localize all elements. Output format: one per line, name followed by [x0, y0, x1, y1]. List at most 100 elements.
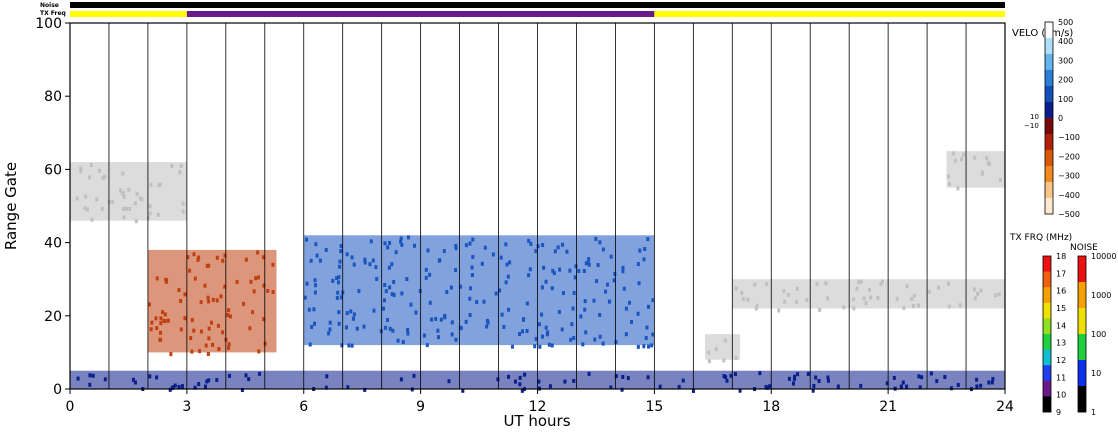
near-range-band-speckle	[814, 375, 818, 380]
noise-bar-label: Noise	[40, 2, 59, 9]
near-range-band-speckle	[768, 384, 772, 389]
ground-scatter-late-speckle	[980, 170, 984, 175]
txcbar-swatch	[1043, 287, 1051, 304]
noisebar-swatch	[1078, 360, 1086, 387]
receding-echoes-speckle	[155, 326, 159, 331]
approaching-echoes-speckle	[390, 262, 394, 267]
velbar-tick-label: −100	[1058, 133, 1080, 142]
approaching-echoes-speckle	[520, 329, 524, 334]
approaching-echoes-speckle	[405, 277, 409, 282]
receding-echoes-speckle	[162, 318, 166, 323]
near-range-band-speckle	[724, 375, 728, 380]
txcbar-tick-label: 12	[1056, 356, 1066, 365]
near-range-band-speckle	[513, 379, 517, 384]
approaching-echoes-speckle	[542, 265, 546, 270]
ground-scatter-early-speckle	[84, 194, 88, 199]
approaching-echoes-speckle	[500, 312, 504, 317]
approaching-echoes-speckle	[607, 299, 611, 304]
receding-echoes-speckle	[227, 308, 231, 313]
receding-echoes-speckle	[158, 337, 162, 342]
receding-echoes-speckle	[211, 297, 215, 302]
ground-scatter-late-speckle	[947, 182, 951, 187]
approaching-echoes-speckle	[624, 306, 628, 311]
approaching-echoes-speckle	[471, 255, 475, 260]
approaching-echoes-speckle	[553, 249, 557, 254]
approaching-echoes-speckle	[313, 290, 317, 295]
near-range-band-speckle	[811, 388, 815, 393]
approaching-echoes-speckle	[439, 317, 443, 322]
near-range-band-speckle	[614, 374, 618, 379]
approaching-echoes-speckle	[336, 290, 340, 295]
approaching-echoes-speckle	[458, 325, 462, 330]
ground-scatter-early-speckle	[83, 206, 87, 211]
txfreq-segment-0	[70, 11, 187, 17]
near-range-band-speckle	[609, 385, 613, 390]
ground-scatter-late-speckle	[962, 152, 966, 157]
receding-echoes-speckle	[190, 349, 194, 354]
approaching-echoes-speckle	[363, 260, 367, 265]
receding-echoes-speckle	[158, 330, 162, 335]
approaching-echoes-speckle	[345, 252, 349, 257]
approaching-echoes-speckle	[622, 286, 626, 291]
near-range-band-speckle	[626, 376, 630, 381]
approaching-echoes-speckle	[624, 332, 628, 337]
ground-scatter-early-speckle	[122, 207, 126, 212]
approaching-echoes-speckle	[336, 280, 340, 285]
ground-scatter-early-speckle	[181, 201, 185, 206]
approaching-echoes-speckle	[338, 259, 342, 264]
approaching-echoes-speckle	[502, 324, 506, 329]
noisebar-swatch	[1078, 334, 1086, 361]
noise-bar	[70, 2, 1005, 8]
ground-scatter-late-speckle	[956, 186, 960, 191]
receding-echoes-speckle	[161, 310, 165, 315]
near-range-band-speckle	[148, 374, 152, 379]
receding-echoes-speckle	[217, 347, 221, 352]
receding-echoes-speckle	[179, 327, 183, 332]
ground-scatter-early-speckle	[148, 204, 152, 209]
receding-echoes-speckle	[169, 352, 173, 357]
noisebar-frame	[1077, 255, 1087, 413]
approaching-echoes-speckle	[386, 318, 390, 323]
ground-scatter-early-speckle	[157, 183, 161, 188]
velbar-swatch	[1045, 118, 1053, 135]
y-axis-ticks: 0 20 40 60 80 100	[35, 16, 70, 398]
approaching-echoes-speckle	[375, 276, 379, 281]
ground-scatter-band-speckle	[795, 286, 799, 291]
receding-echoes-speckle	[186, 255, 190, 260]
approaching-echoes-speckle	[345, 310, 349, 315]
receding-echoes-speckle	[223, 284, 227, 289]
ground-scatter-band-speckle	[895, 296, 899, 301]
approaching-echoes-speckle	[399, 236, 403, 241]
approaching-echoes-speckle	[328, 320, 332, 325]
near-range-band-speckle	[507, 374, 511, 379]
txfreq-colorbar: 18 17 16 15 14 13 12 11 10 9	[1042, 252, 1066, 417]
ground-scatter-band-speckle	[734, 286, 738, 291]
approaching-echoes-speckle	[339, 249, 343, 254]
approaching-echoes-speckle	[383, 241, 387, 246]
near-range-band-speckle	[793, 374, 797, 379]
near-range-band-speckle	[88, 382, 92, 387]
near-range-band-speckle	[518, 382, 522, 387]
ground-scatter-band-speckle	[783, 299, 787, 304]
receding-echoes-speckle	[159, 321, 163, 326]
near-range-band-speckle	[563, 379, 567, 384]
approaching-echoes-speckle	[305, 281, 309, 286]
x-tick-label: 18	[762, 399, 780, 415]
near-range-band-speckle	[905, 384, 909, 389]
approaching-echoes-speckle	[525, 301, 529, 306]
ground-scatter-early-speckle	[140, 197, 144, 202]
approaching-echoes-speckle	[390, 292, 394, 297]
near-range-band-speckle	[76, 376, 80, 381]
approaching-echoes-speckle	[339, 295, 343, 300]
approaching-echoes-speckle	[468, 313, 472, 318]
approaching-echoes-speckle	[352, 262, 356, 267]
receding-echoes-speckle	[209, 320, 213, 325]
ground-scatter-early-speckle	[79, 169, 83, 174]
ground-scatter-band-speckle	[905, 284, 909, 289]
receding-echoes-speckle	[166, 318, 170, 323]
approaching-echoes-speckle	[583, 299, 587, 304]
near-range-band-speckle	[133, 380, 137, 385]
approaching-echoes-speckle	[541, 243, 545, 248]
velbar-swatch	[1045, 102, 1053, 119]
receding-echoes-speckle	[248, 326, 252, 331]
